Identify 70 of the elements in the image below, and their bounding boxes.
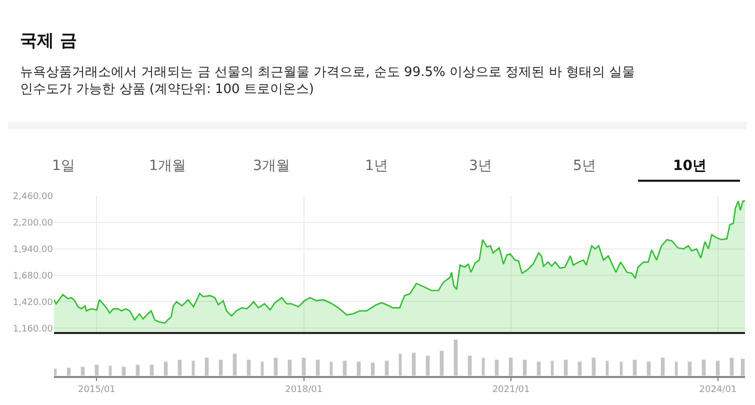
bar (330, 361, 333, 376)
bar (468, 355, 472, 376)
bar (536, 361, 541, 376)
text: 5년 (573, 158, 596, 174)
bar (164, 361, 168, 376)
bar (716, 360, 720, 376)
bar (564, 359, 568, 376)
bar (730, 357, 734, 376)
bar (398, 353, 402, 376)
text: 1년 (365, 158, 388, 174)
bar (288, 359, 292, 376)
bar (740, 358, 745, 376)
x-tick-label: 2021/01 (492, 384, 530, 395)
bar (204, 357, 209, 376)
bar (218, 359, 223, 376)
bar (246, 359, 251, 376)
bar (66, 367, 71, 376)
chart-subtitle: 뉴욕상품거래소에서 거래되는 금 선물의 최근월물 가격으로, 순도 99.5% 이상으로 정제된 바 형태의 실물 인수도가 가능한 상품 (계약단위: 100 트로이온스) (20, 65, 636, 97)
bar (632, 359, 637, 376)
bar (592, 357, 596, 376)
bar (122, 366, 126, 376)
bar (440, 350, 444, 376)
bar (136, 364, 140, 376)
bar (454, 339, 458, 376)
x-tick-label: 2018/01 (285, 384, 323, 395)
bar (578, 361, 582, 376)
y-tick-label: 1,160.00 (12, 324, 54, 334)
text: 3개월 (253, 158, 290, 174)
bar (94, 364, 99, 376)
bar (426, 355, 430, 376)
bar (54, 368, 57, 376)
y-tick-label: 1,940.00 (12, 245, 54, 255)
bar (356, 361, 361, 376)
bar (606, 360, 609, 376)
bar (674, 361, 678, 376)
text: 10년 (673, 158, 706, 174)
y-tick-label: 2,200.00 (12, 218, 54, 229)
text: 1개월 (149, 158, 186, 174)
text: 3년 (469, 158, 492, 174)
bar (192, 360, 195, 376)
y-tick-label: 1,420.00 (12, 298, 54, 308)
bar (412, 352, 416, 376)
y-tick-label: 2,460.00 (12, 192, 54, 202)
y-tick-label: 1,680.00 (12, 271, 54, 282)
bar (178, 359, 182, 376)
bar (620, 361, 623, 376)
bar (316, 359, 320, 376)
bar (482, 357, 485, 376)
text: 1일 (52, 158, 75, 174)
bar (522, 359, 527, 376)
bar (384, 360, 389, 376)
bar (302, 357, 306, 376)
bar (494, 359, 499, 376)
x-tick-label: 2015/01 (78, 384, 116, 395)
bar (150, 364, 154, 376)
bar (342, 360, 347, 376)
bar (702, 359, 706, 376)
bar (108, 365, 112, 376)
chart-title: 국제 금 (20, 31, 77, 51)
x-tick-label: 2024/01 (699, 384, 737, 395)
bar (260, 361, 264, 376)
bar (660, 357, 665, 376)
bar (232, 353, 237, 376)
bar (274, 357, 278, 376)
bar (646, 361, 651, 376)
bar (508, 357, 513, 376)
bar (370, 362, 375, 376)
bar (80, 366, 85, 376)
bar (550, 360, 554, 376)
bar (688, 361, 692, 376)
